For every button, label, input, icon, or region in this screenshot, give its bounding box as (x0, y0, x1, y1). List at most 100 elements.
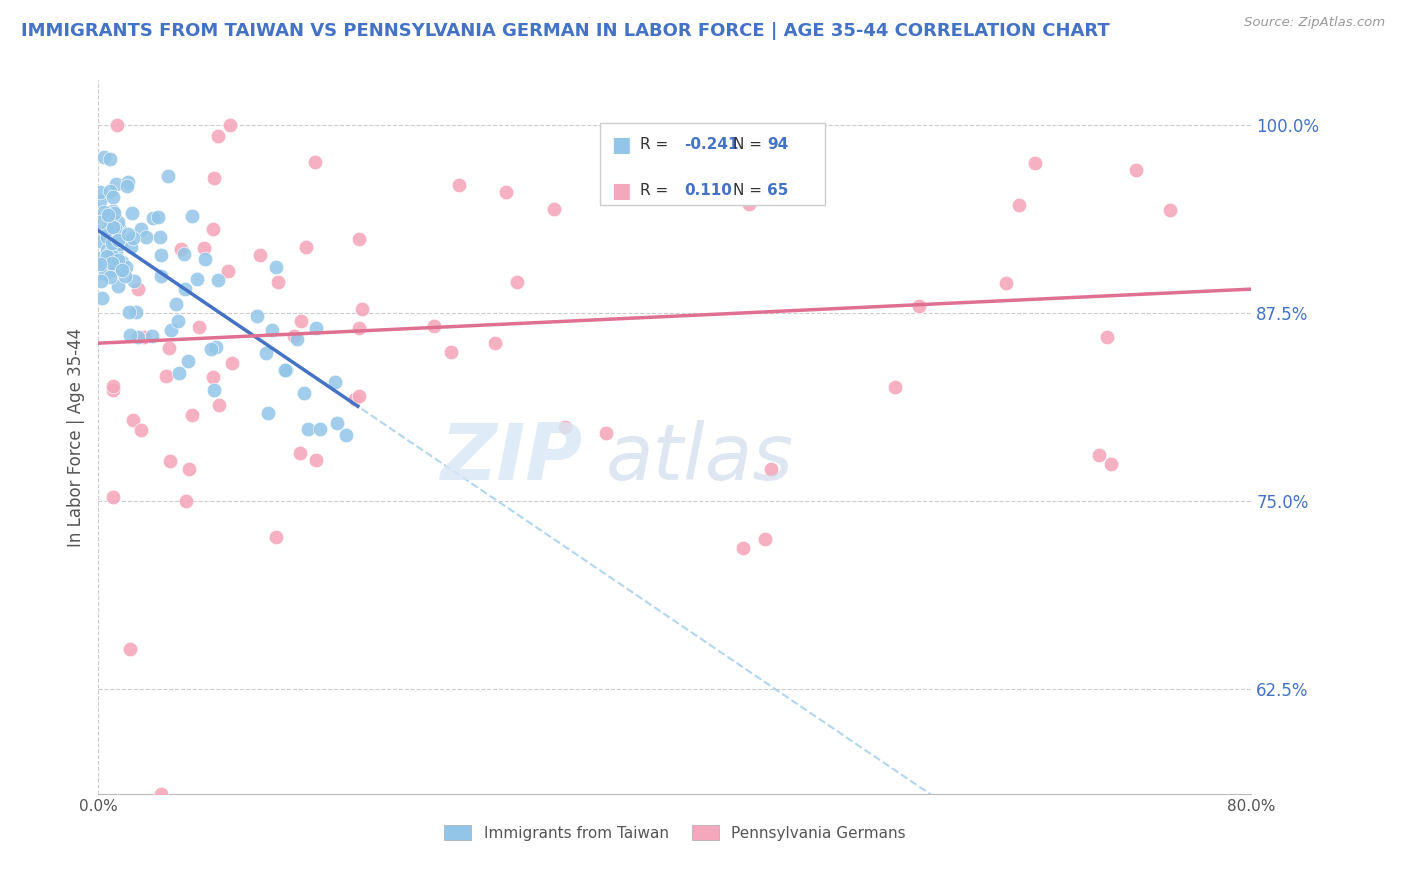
Text: atlas: atlas (606, 420, 793, 497)
Point (266, 260, 288, 275)
Point (120, 327, 142, 342)
Point (101, 490, 124, 504)
Point (127, 282, 149, 296)
Point (347, 321, 370, 335)
Point (246, 310, 269, 324)
Point (104, 221, 127, 235)
Point (447, 178, 470, 193)
Point (105, 244, 128, 259)
Point (292, 386, 315, 401)
Point (907, 299, 929, 313)
Point (207, 128, 229, 143)
Point (264, 530, 287, 544)
Point (107, 214, 129, 228)
Point (111, 255, 134, 269)
Point (201, 370, 224, 384)
Point (181, 408, 204, 422)
Point (288, 446, 311, 460)
Point (101, 256, 124, 270)
Point (104, 227, 127, 242)
Point (693, 178, 716, 193)
Point (101, 236, 124, 251)
Point (347, 389, 370, 403)
Point (484, 335, 506, 350)
Point (94, 267, 117, 281)
Point (202, 383, 225, 397)
Text: 94: 94 (768, 137, 789, 152)
Point (101, 384, 124, 398)
Point (325, 417, 347, 431)
Point (506, 275, 529, 289)
Point (155, 368, 177, 383)
Point (1159, 202, 1181, 217)
Text: -0.241: -0.241 (685, 137, 738, 152)
Point (167, 366, 190, 380)
Point (440, 345, 463, 359)
Point (120, 641, 142, 656)
Point (290, 314, 312, 328)
Point (1099, 457, 1122, 471)
Point (96, 248, 118, 262)
Point (120, 240, 142, 254)
Point (100, 244, 122, 259)
Point (105, 178, 128, 192)
Point (156, 169, 179, 183)
Text: ■: ■ (612, 181, 631, 201)
Point (149, 230, 172, 244)
Point (208, 398, 231, 412)
Point (129, 423, 152, 437)
Point (101, 190, 124, 204)
Point (305, 321, 328, 335)
Text: Source: ZipAtlas.com: Source: ZipAtlas.com (1244, 16, 1385, 29)
Y-axis label: In Labor Force | Age 35-44: In Labor Force | Age 35-44 (66, 327, 84, 547)
Point (121, 206, 143, 220)
Point (107, 233, 129, 247)
Point (98, 184, 121, 198)
Point (262, 323, 284, 337)
Point (89, 256, 111, 270)
Point (97, 208, 120, 222)
Point (114, 268, 136, 283)
Point (174, 282, 197, 296)
Point (994, 276, 1017, 290)
Point (103, 263, 125, 277)
Point (90, 274, 112, 288)
Point (543, 202, 565, 216)
Point (98, 153, 121, 167)
Point (122, 231, 145, 245)
Point (295, 240, 318, 254)
Point (122, 413, 145, 427)
Point (423, 318, 446, 333)
Point (754, 532, 776, 546)
Point (309, 422, 332, 436)
Point (884, 379, 907, 393)
Point (115, 178, 138, 193)
Point (93, 258, 115, 272)
Point (194, 252, 217, 266)
Point (1088, 448, 1111, 462)
Point (1097, 330, 1119, 344)
Point (297, 421, 319, 435)
Point (117, 175, 139, 189)
Point (149, 248, 172, 262)
Point (107, 278, 129, 293)
Point (124, 274, 146, 288)
Point (761, 462, 783, 476)
Point (304, 154, 326, 169)
Point (107, 252, 129, 267)
Point (100, 269, 122, 284)
Point (159, 454, 181, 468)
Text: 0.110: 0.110 (685, 184, 733, 198)
Point (1125, 163, 1147, 178)
Point (96, 230, 118, 244)
Point (347, 232, 370, 246)
Text: ZIP: ZIP (440, 420, 582, 497)
Point (127, 330, 149, 344)
Point (103, 204, 125, 219)
Point (89, 215, 111, 229)
Point (165, 297, 187, 311)
Point (254, 346, 277, 360)
Text: 65: 65 (768, 184, 789, 198)
Point (217, 263, 239, 277)
Point (193, 241, 215, 255)
